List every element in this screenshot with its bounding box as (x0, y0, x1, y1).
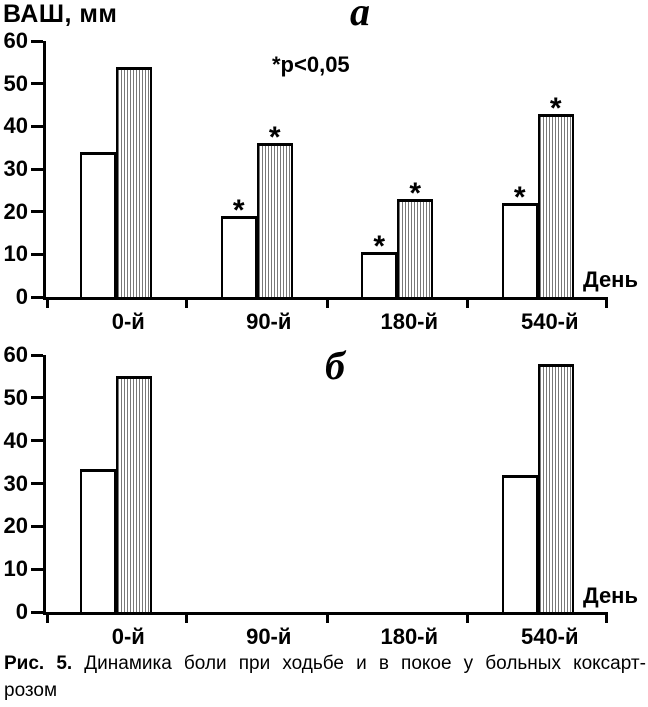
plot-area-b: 0 10 20 30 40 50 60 0-й 90-й 180-й 540-й (4, 342, 608, 649)
x-category-label: 90-й (246, 309, 292, 334)
significance-asterisk: * (513, 181, 526, 214)
caption-word: боли (183, 653, 227, 674)
significance-asterisk: * (373, 230, 386, 263)
y-tick (31, 439, 43, 443)
caption-word: в (378, 653, 389, 674)
y-tick-label: 20 (3, 513, 28, 539)
y-tick-label: 60 (3, 342, 28, 367)
bar-open-180-й (361, 252, 398, 297)
x-category-label: 540-й (520, 624, 579, 649)
bar-hatched-0-й (116, 376, 153, 612)
caption-word: и (356, 653, 367, 674)
significance-asterisk: * (232, 194, 245, 227)
y-tick-label: 40 (3, 113, 28, 139)
y-tick (31, 524, 43, 528)
panel-b-label: б (325, 343, 345, 388)
caption-word: 5. (56, 653, 73, 674)
caption-word: у (463, 653, 474, 674)
y-tick-label: 0 (15, 284, 28, 309)
y-tick-label: 60 (3, 28, 28, 53)
y-tick (31, 295, 43, 299)
y-axis-title: ВАШ, мм (3, 0, 118, 28)
x-tick (46, 615, 49, 623)
significance-asterisk: * (268, 121, 281, 154)
x-tick (185, 615, 188, 623)
caption-line-1: Рис. 5. Динамика боли при ходьбе и в покое у больн… (4, 650, 646, 677)
bar-hatched-540-й (537, 364, 574, 612)
y-tick (31, 124, 43, 128)
y-tick-label: 50 (3, 384, 28, 410)
significance-asterisk: * (409, 177, 422, 210)
x-tick (605, 615, 608, 623)
significance-note: *p<0,05 (272, 52, 350, 77)
x-tick (466, 300, 469, 308)
caption-word: при (238, 653, 271, 674)
bar-open-540-й (501, 475, 538, 612)
y-tick (31, 39, 43, 43)
y-tick (31, 167, 43, 171)
panel-a-label: а (350, 0, 370, 34)
bar-hatched-90-й (256, 143, 293, 297)
y-tick-label: 50 (3, 70, 28, 96)
x-tick (46, 300, 49, 308)
x-category-label: 0-й (111, 624, 145, 649)
bar-hatched-0-й (116, 67, 153, 297)
y-tick (31, 482, 43, 485)
y-tick (31, 396, 43, 400)
y-tick-label: 30 (3, 470, 28, 496)
significance-asterisk: * (549, 92, 562, 125)
y-tick-label: 10 (3, 556, 28, 582)
x-tick (605, 300, 608, 308)
y-tick-label: 40 (3, 427, 28, 453)
y-tick-label: 20 (3, 198, 28, 224)
x-category-label: 180-й (380, 309, 439, 334)
x-axis-title-a: День (583, 267, 638, 292)
x-category-label: 540-й (520, 309, 579, 334)
x-axis-title-b: День (583, 583, 638, 608)
caption-word: ходьбе (282, 653, 344, 674)
y-tick (31, 252, 43, 256)
bar-hatched-180-й (397, 199, 434, 297)
x-tick (325, 615, 329, 623)
y-tick-label: 30 (3, 156, 28, 181)
x-category-label: 90-й (246, 624, 292, 649)
bar-open-540-й (501, 203, 538, 297)
caption-word: покое (401, 653, 452, 674)
y-tick (31, 353, 43, 357)
x-category-label: 0-й (111, 309, 145, 334)
plot-area-a: 0 10 20 30 40 50 60 0-й 90-й 180-й 540-й * * * * * * (4, 28, 608, 334)
x-tick (185, 300, 188, 308)
y-tick-label: 10 (3, 241, 28, 267)
bar-hatched-540-й (537, 114, 574, 297)
x-tick (325, 300, 329, 308)
y-tick (31, 210, 43, 214)
y-tick (31, 610, 43, 614)
caption-word: больных (485, 653, 561, 674)
bar-open-90-й (220, 216, 257, 297)
caption-word: коксарт- (573, 653, 646, 674)
x-tick (466, 615, 469, 623)
bar-open-0-й (80, 152, 117, 297)
figure-caption: Рис. 5. Динамика боли при ходьбе и в покое у больн… (4, 650, 646, 704)
y-tick (31, 82, 43, 86)
x-category-label: 180-й (380, 624, 439, 649)
y-tick-label: 0 (15, 599, 28, 624)
caption-line-2: розом (4, 680, 58, 701)
y-tick (31, 567, 43, 571)
caption-word: Рис. (4, 653, 45, 674)
bar-open-0-й (80, 469, 117, 612)
caption-word: Динамика (84, 653, 172, 674)
